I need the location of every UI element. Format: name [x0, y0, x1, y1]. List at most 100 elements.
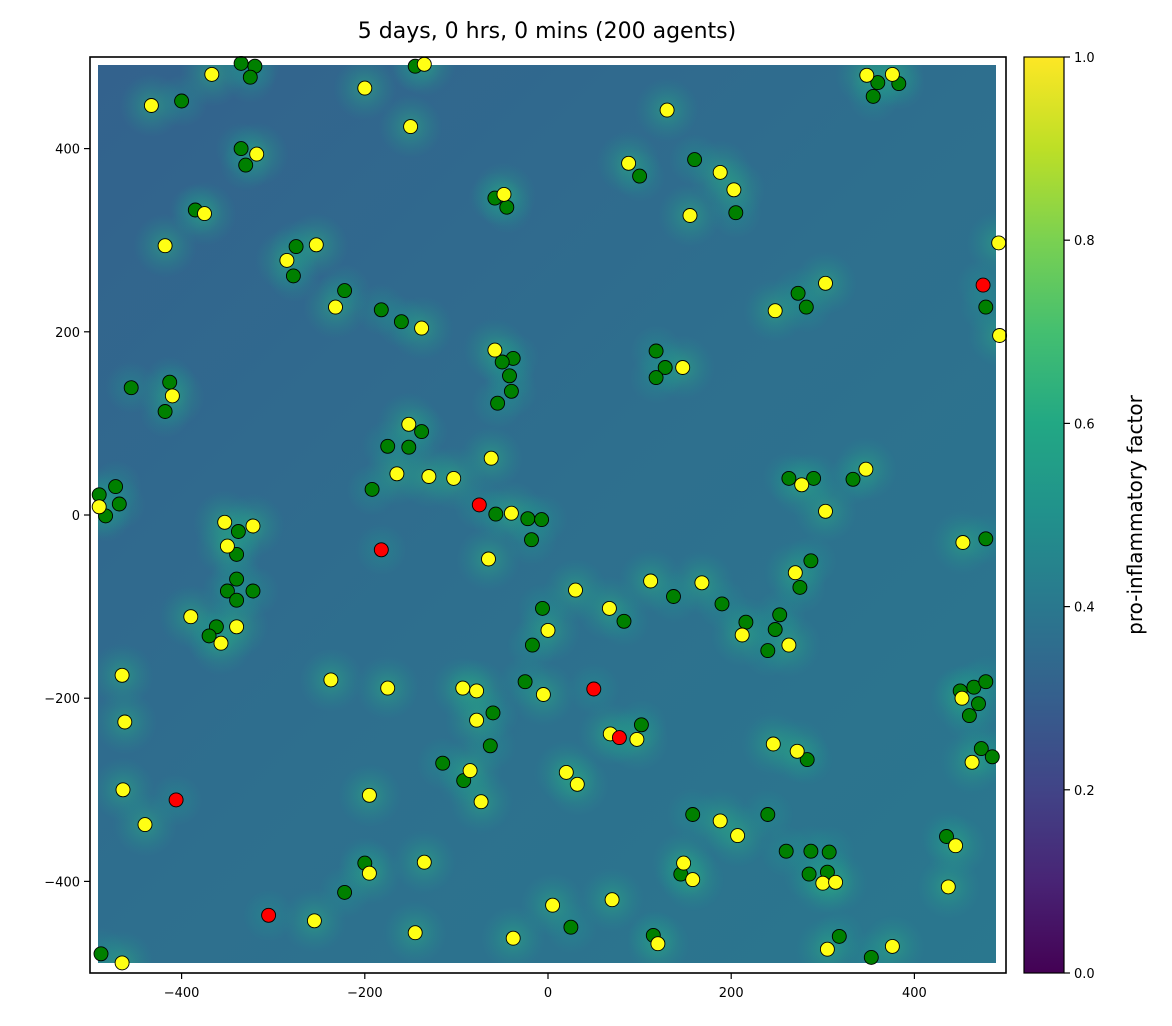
x-tick-label: 400 — [902, 986, 927, 1001]
agent-point-yellow — [483, 450, 499, 466]
agent-point-green — [393, 314, 409, 330]
agent-point-yellow — [568, 582, 583, 598]
field-glow — [392, 65, 457, 97]
agent-point-yellow — [650, 936, 666, 952]
colorbar: 0.0 0.2 0.4 0.6 0.8 1.0 pro-inflammatory fact… — [1023, 51, 1147, 982]
agent-point-green — [242, 69, 258, 85]
agent-point-green — [961, 708, 977, 724]
colorbar-ticks: 0.0 0.2 0.4 0.6 0.8 1.0 — [1064, 51, 1095, 982]
agent-point-yellow — [535, 687, 551, 702]
agent-point-green — [767, 622, 783, 637]
agent-point-green — [728, 205, 744, 221]
y-tick-label: 0 — [72, 509, 80, 524]
agent-point-green — [772, 607, 788, 623]
agent-point-yellow — [694, 575, 710, 591]
agent-point-yellow — [884, 66, 900, 82]
agent-point-green — [488, 506, 504, 522]
agent-point-green — [666, 589, 681, 604]
agent-point-yellow — [643, 573, 659, 589]
agent-point-yellow — [712, 813, 728, 829]
agent-point-green — [435, 755, 451, 771]
colorbar-tick-label: 1.0 — [1074, 51, 1095, 66]
agent-point-green — [482, 738, 498, 754]
y-axis: −400 −200 0 200 400 — [44, 143, 90, 890]
agent-point-yellow — [361, 787, 377, 803]
agent-point-green — [939, 829, 954, 844]
agent-point-yellow — [114, 955, 130, 971]
plot-area: −400 −200 0 200 400 −400 −200 0 200 400 — [44, 55, 1008, 1001]
colorbar-gradient — [1024, 57, 1064, 973]
agent-point-green — [111, 496, 127, 512]
agent-point-yellow — [308, 237, 324, 253]
agent-point-yellow — [229, 619, 245, 635]
agent-point-yellow — [659, 102, 675, 118]
agent-point-green — [219, 583, 235, 599]
agent-point-green — [973, 741, 989, 757]
agent-point-green — [229, 546, 245, 562]
agent-point-yellow — [734, 627, 750, 643]
field-glow — [98, 930, 155, 963]
agent-point-yellow — [940, 879, 956, 895]
agent-point-yellow — [401, 416, 417, 432]
colorbar-tick-label: 0.2 — [1074, 784, 1095, 799]
agent-point-green — [616, 613, 632, 629]
agent-point-yellow — [730, 828, 746, 844]
agent-point-green — [238, 157, 254, 173]
agent-point-red — [261, 907, 277, 923]
agent-point-green — [373, 302, 389, 318]
x-tick-label: −200 — [347, 986, 383, 1001]
agent-point-green — [633, 717, 649, 733]
agent-point-green — [714, 596, 730, 612]
agent-point-yellow — [115, 782, 131, 798]
agent-point-yellow — [91, 499, 107, 515]
agent-markers — [91, 55, 1008, 971]
agent-point-green — [978, 674, 994, 690]
agent-point-yellow — [183, 609, 199, 625]
colorbar-tick-label: 0.4 — [1074, 601, 1095, 616]
agent-point-yellow — [446, 470, 462, 486]
agent-point-yellow — [414, 320, 430, 336]
agent-point-green — [230, 524, 246, 539]
field-glow — [179, 65, 244, 107]
agent-point-yellow — [726, 182, 742, 198]
agent-point-yellow — [416, 56, 432, 72]
agent-point-green — [865, 88, 881, 104]
agent-point-yellow — [157, 238, 173, 254]
agent-point-green — [524, 637, 540, 653]
agent-point-green — [790, 285, 806, 301]
agent-point-green — [648, 370, 664, 386]
agent-point-green — [648, 343, 664, 359]
agent-point-yellow — [621, 155, 637, 171]
agent-point-yellow — [818, 503, 833, 519]
agent-point-green — [760, 807, 776, 822]
agent-point-green — [632, 168, 648, 184]
agent-point-yellow — [473, 794, 489, 810]
agent-point-yellow — [629, 731, 645, 747]
agent-point-green — [174, 93, 190, 109]
agent-point-green — [803, 553, 819, 569]
agent-point-yellow — [143, 98, 159, 113]
agent-point-green — [490, 395, 506, 411]
agent-point-green — [337, 884, 353, 900]
y-tick-label: −400 — [44, 875, 80, 890]
agent-point-green — [984, 749, 1000, 765]
agent-point-yellow — [245, 518, 261, 534]
agent-point-yellow — [455, 680, 471, 696]
y-tick-label: 200 — [55, 326, 80, 341]
agent-point-yellow — [712, 164, 728, 180]
agent-point-yellow — [117, 714, 133, 730]
agent-point-green — [364, 481, 380, 497]
field-glow — [966, 211, 996, 275]
agent-point-yellow — [213, 635, 229, 651]
agent-point-green — [760, 643, 776, 659]
agent-point-red — [611, 730, 627, 746]
x-axis: −400 −200 0 200 400 — [164, 973, 927, 1001]
x-tick-label: −400 — [164, 986, 200, 1001]
agent-point-yellow — [219, 538, 235, 554]
agent-point-yellow — [380, 680, 396, 696]
agent-point-yellow — [279, 252, 295, 268]
agent-point-green — [657, 360, 673, 375]
agent-point-yellow — [503, 505, 519, 521]
agent-point-red — [975, 277, 991, 293]
x-tick-label: 200 — [719, 986, 744, 1001]
